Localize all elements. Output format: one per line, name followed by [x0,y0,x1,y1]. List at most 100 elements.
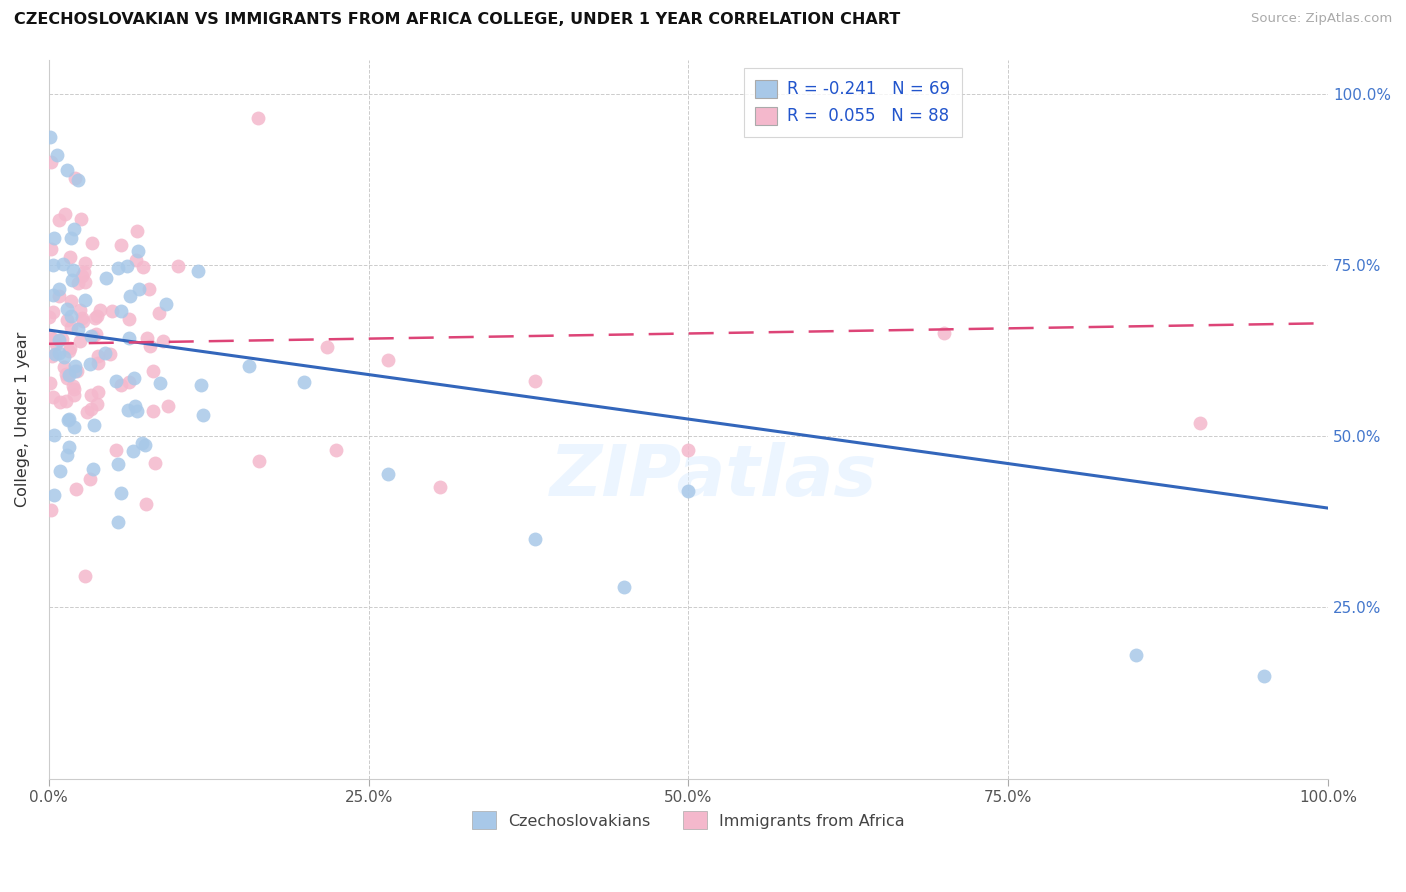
Y-axis label: College, Under 1 year: College, Under 1 year [15,332,30,507]
Point [110,303,132,318]
Point [316,341,339,355]
Point [73,265,96,279]
Point [58,368,80,383]
Point [79,472,101,486]
Point [56,162,79,177]
Point [187,263,209,277]
Point [325,443,347,458]
Point [101,304,124,318]
Point [69,334,91,348]
Point [110,238,132,252]
Point [117,260,139,274]
Point [55,367,77,381]
Point [39,130,62,145]
Point [122,444,145,458]
Point [76,405,98,419]
Text: CZECHOSLOVAKIAN VS IMMIGRANTS FROM AFRICA COLLEGE, UNDER 1 YEAR CORRELATION CHAR: CZECHOSLOVAKIAN VS IMMIGRANTS FROM AFRIC… [14,12,900,27]
Point [148,306,170,320]
Point [65,483,87,497]
Point [67,173,90,187]
Point [73,293,96,307]
Point [58,343,80,358]
Point [104,374,127,388]
Point [1125,648,1147,663]
Point [60,273,83,287]
Point [56,371,79,385]
Point [63,388,86,402]
Point [678,483,700,498]
Point [191,409,214,423]
Point [79,357,101,371]
Point [292,375,315,389]
Point [84,310,107,325]
Point [72,269,94,284]
Point [107,516,129,530]
Point [55,448,77,462]
Point [135,331,157,345]
Point [84,326,107,341]
Point [138,282,160,296]
Point [125,404,148,418]
Point [89,302,111,317]
Point [42,258,65,272]
Point [73,256,96,270]
Point [128,282,150,296]
Point [52,256,75,270]
Text: ZIPatlas: ZIPatlas [550,442,877,511]
Point [247,454,270,468]
Point [122,370,145,384]
Point [110,378,132,392]
Point [1253,669,1275,683]
Point [80,388,103,402]
Point [190,378,212,392]
Point [127,244,149,259]
Point [152,334,174,348]
Point [39,376,62,391]
Point [42,391,65,405]
Point [117,330,139,344]
Point [523,375,546,389]
Point [86,309,108,323]
Point [80,329,103,343]
Point [107,457,129,471]
Point [75,569,97,583]
Point [523,532,546,546]
Point [63,222,86,236]
Point [53,207,76,221]
Point [41,349,63,363]
Point [58,412,80,426]
Point [62,263,84,277]
Point [38,310,60,324]
Text: Source: ZipAtlas.com: Source: ZipAtlas.com [1251,12,1392,25]
Point [44,428,66,442]
Point [49,464,72,478]
Point [39,503,62,517]
Point [87,385,110,400]
Point [142,364,165,378]
Point [429,480,451,494]
Point [46,148,69,162]
Point [127,224,149,238]
Point [86,397,108,411]
Point [45,337,67,351]
Point [58,440,80,454]
Point [70,311,93,326]
Point [60,310,83,324]
Point [110,485,132,500]
Point [59,231,82,245]
Point [59,250,82,264]
Point [55,313,77,327]
Point [377,353,399,368]
Point [238,359,260,373]
Point [118,311,141,326]
Point [613,580,636,594]
Point [42,288,65,302]
Point [38,330,60,344]
Point [1189,416,1212,430]
Point [48,333,70,347]
Point [107,260,129,275]
Point [94,345,117,359]
Point [59,294,82,309]
Point [55,301,77,316]
Point [246,111,269,125]
